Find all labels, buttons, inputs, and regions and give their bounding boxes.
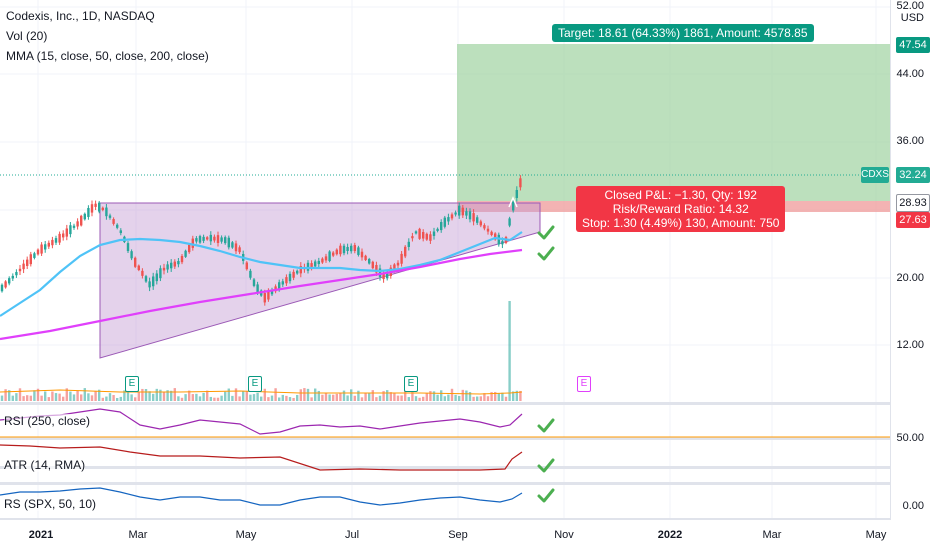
price-tick: 52.00: [896, 0, 924, 12]
time-tick: Sep: [448, 529, 468, 541]
target-price-badge: 47.54: [896, 37, 930, 53]
check-marks: [537, 225, 555, 503]
time-tick: 2021: [28, 529, 54, 541]
earnings-marker[interactable]: E: [248, 376, 262, 392]
stop-price-badge: 27.63: [896, 212, 930, 228]
currency-label: USD: [900, 12, 924, 24]
risk-reward-label: Risk/Reward Ratio: 14.32: [612, 202, 749, 216]
rs-legend[interactable]: RS (SPX, 50, 10): [4, 497, 97, 511]
volume-legend[interactable]: Vol (20): [6, 29, 48, 43]
price-tick: 12.00: [896, 339, 924, 351]
time-tick: Jul: [344, 529, 360, 541]
time-axis[interactable]: [0, 520, 932, 550]
rsi-line: [0, 408, 523, 435]
ma-50-line: [0, 231, 523, 317]
symbol-badge: CDXS: [861, 167, 889, 183]
price-tick: 44.00: [896, 68, 924, 80]
symbol-title[interactable]: Codexis, Inc., 1D, NASDAQ: [6, 9, 155, 23]
price-tick: 20.00: [896, 272, 924, 284]
price-tick: 36.00: [896, 135, 924, 147]
entry-marker: [508, 196, 518, 208]
earnings-marker[interactable]: E: [577, 376, 591, 392]
time-tick: 2022: [657, 529, 683, 541]
time-tick: Mar: [762, 529, 782, 541]
time-tick: Mar: [128, 529, 148, 541]
ma-200-line: [0, 248, 523, 341]
triangle-pattern[interactable]: [99, 202, 541, 359]
rs-level-label: 0.00: [902, 500, 924, 512]
volume-ma-line: [0, 389, 523, 395]
price-axis[interactable]: [890, 0, 932, 520]
entry-price-badge: 28.93: [896, 194, 930, 212]
rsi-legend[interactable]: RSI (250, close): [4, 414, 91, 428]
trade-info-box[interactable]: Closed P&L: −1.30, Qty: 192 Risk/Reward …: [576, 186, 786, 232]
rsi-level-label: 50.00: [896, 432, 924, 444]
volume-bars: [0, 301, 522, 401]
earnings-marker[interactable]: E: [404, 376, 418, 392]
mma-legend[interactable]: MMA (15, close, 50, close, 200, close): [6, 49, 209, 63]
time-tick: May: [865, 529, 887, 541]
atr-line: [0, 444, 523, 471]
stop-label: Stop: 1.30 (4.49%) 130, Amount: 750: [582, 216, 780, 230]
target-label[interactable]: Target: 18.61 (64.33%) 1861, Amount: 457…: [552, 24, 814, 42]
time-tick: Nov: [554, 529, 574, 541]
atr-legend[interactable]: ATR (14, RMA): [4, 458, 86, 472]
closed-pnl-label: Closed P&L: −1.30, Qty: 192: [604, 188, 757, 202]
rs-line: [0, 487, 523, 506]
time-tick: May: [235, 529, 257, 541]
target-zone[interactable]: [457, 44, 890, 201]
earnings-marker[interactable]: E: [125, 376, 139, 392]
last-price-badge: 32.24: [896, 167, 930, 183]
